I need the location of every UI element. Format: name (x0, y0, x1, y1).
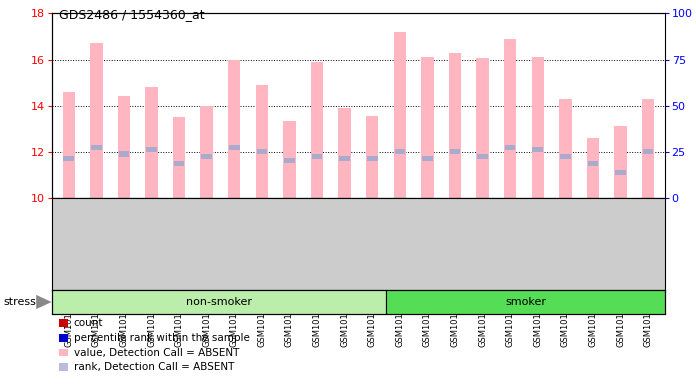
Bar (229, 144, 239, 150)
Text: smoker: smoker (505, 297, 546, 307)
Bar (587, 161, 599, 166)
Bar (476, 58, 489, 198)
Bar (174, 161, 184, 166)
Bar (118, 151, 129, 157)
Bar (421, 57, 434, 198)
Bar (394, 32, 406, 198)
Text: stress: stress (3, 297, 36, 307)
Polygon shape (36, 295, 52, 309)
Bar (228, 60, 241, 198)
Bar (311, 62, 323, 198)
Bar (63, 92, 75, 198)
Bar (587, 138, 599, 198)
Bar (643, 149, 654, 154)
Bar (90, 43, 102, 198)
Bar (201, 154, 212, 159)
Bar (505, 144, 516, 150)
Bar (532, 147, 543, 152)
Bar (312, 154, 322, 159)
Bar (63, 156, 74, 161)
Bar (559, 99, 571, 198)
Bar (560, 154, 571, 159)
Text: count: count (74, 318, 103, 328)
Bar (200, 106, 213, 198)
Bar (118, 96, 130, 198)
Bar (504, 39, 516, 198)
Bar (283, 121, 296, 198)
Bar (91, 144, 102, 150)
Text: percentile rank within the sample: percentile rank within the sample (74, 333, 250, 343)
Bar (450, 149, 460, 154)
Bar (366, 116, 379, 198)
Bar (284, 158, 294, 164)
Bar (449, 53, 461, 198)
Bar (386, 290, 665, 314)
Bar (52, 290, 386, 314)
Bar (422, 156, 433, 161)
Bar (367, 156, 377, 161)
Bar (642, 99, 654, 198)
Bar (145, 87, 158, 198)
Bar (477, 154, 488, 159)
Bar (395, 149, 405, 154)
Bar (255, 85, 268, 198)
Bar (615, 126, 626, 198)
Bar (615, 170, 626, 175)
Bar (340, 156, 350, 161)
Text: GDS2486 / 1554360_at: GDS2486 / 1554360_at (59, 8, 205, 22)
Bar (146, 147, 157, 152)
Text: value, Detection Call = ABSENT: value, Detection Call = ABSENT (74, 348, 239, 358)
Text: non-smoker: non-smoker (187, 297, 252, 307)
Bar (173, 117, 185, 198)
Text: rank, Detection Call = ABSENT: rank, Detection Call = ABSENT (74, 362, 234, 372)
Bar (257, 149, 267, 154)
Bar (532, 57, 544, 198)
Bar (338, 108, 351, 198)
